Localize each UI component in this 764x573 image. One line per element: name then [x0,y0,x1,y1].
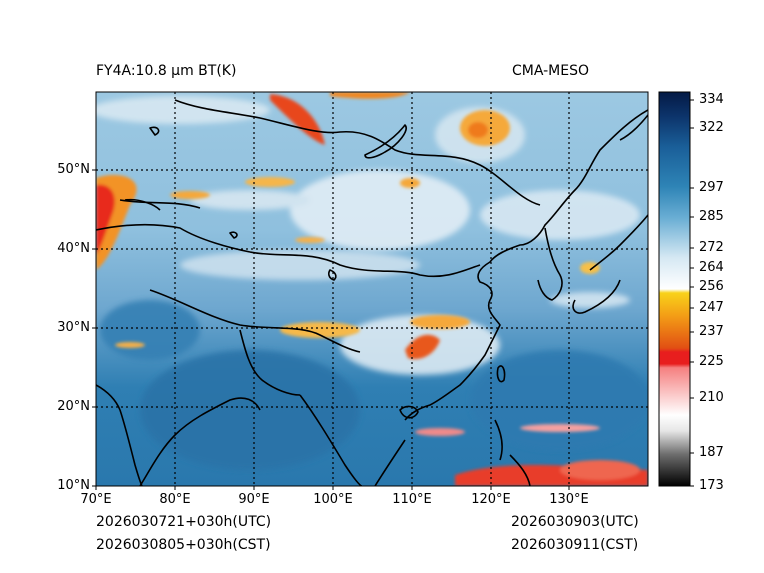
coastline-japan [572,214,648,314]
graticule [96,92,648,486]
cold-cloud-top [520,424,600,432]
coastline-indochina [299,394,406,486]
cold-cloud-top [280,322,360,338]
cloud-band [190,190,310,210]
cloud-band [180,250,420,280]
cold-cloud-top [295,237,325,243]
colorbar-label-237: 237 [699,324,724,339]
colorbar-label-285: 285 [699,209,724,224]
coastline-philippines [494,419,531,486]
lon-label-130: 130°E [549,492,589,507]
colorbar-label-247: 247 [699,300,724,315]
init-time-utc: 2026030721+030h(UTC) [96,514,272,530]
cold-cloud-top [415,428,465,436]
valid-time-utc: 2026030903(UTC) [511,514,639,530]
cold-cloud-top [560,460,640,480]
colorbar-label-334: 334 [699,92,724,107]
colorbar-label-272: 272 [699,240,724,255]
warm-region [100,300,200,360]
cold-cloud-top [580,262,600,274]
border-line [174,99,541,206]
warm-region [140,350,360,470]
lon-label-90: 90°E [238,492,270,507]
coastline-sakhalin [619,114,648,141]
lon-label-120: 120°E [471,492,511,507]
coastline-south-asia [96,384,261,486]
coastline-taiwan [496,365,506,383]
cold-cloud-top [170,191,210,199]
cloud-band [550,292,630,308]
lon-label-70: 70°E [80,492,112,507]
colorbar-label-210: 210 [699,390,724,405]
cold-cloud-top [405,334,440,360]
colorbar-label-225: 225 [699,354,724,369]
border-line [249,251,481,278]
colorbar-label-256: 256 [699,279,724,294]
lon-label-110: 110°E [392,492,432,507]
init-time-cst: 2026030805+030h(CST) [96,537,271,553]
colorbar-label-173: 173 [699,478,724,493]
warm-region [470,350,648,450]
cold-cloud-top [400,178,420,188]
border-line [328,269,337,281]
cold-cloud-top [330,92,410,99]
cold-cloud-top [96,184,115,255]
lon-label-100: 100°E [313,492,353,507]
lon-label-80: 80°E [159,492,191,507]
colorbar-label-264: 264 [699,260,724,275]
border-line [124,126,238,239]
border-line [96,199,251,253]
cloud-band [480,190,640,240]
cold-cloud-top [270,94,325,145]
axis-ticks [92,169,570,490]
coastline-hainan [399,405,419,419]
model-name: CMA-MESO [512,63,590,79]
cold-cloud-top [410,315,470,329]
coastline-korea [537,227,563,301]
coastline-lake-baikal [364,124,407,159]
colorbar-label-322: 322 [699,120,724,135]
lat-label-50: 50°N [57,162,90,177]
lat-label-40: 40°N [57,241,90,256]
colorbar-gradient [659,92,690,486]
coastlines [96,99,648,486]
coastline-east-asia [404,109,648,421]
cloud-band [290,170,470,250]
valid-time-cst: 2026030911(CST) [511,537,639,553]
cold-cloud-top [245,177,295,187]
colorbar-label-187: 187 [699,445,724,460]
colorbar-label-297: 297 [699,180,724,195]
colorbar-frame [658,91,691,487]
colorbar-ticks [690,99,694,487]
border-line [239,329,301,396]
lat-label-20: 20°N [57,399,90,414]
cold-cloud-top [115,342,145,348]
map-frame [95,91,649,487]
lat-label-30: 30°N [57,320,90,335]
map-title: FY4A:10.8 µm BT(K) [96,63,237,79]
lat-label-10: 10°N [57,478,90,493]
cold-cloud-top [468,122,488,138]
border-line [149,289,361,353]
cloud-band [96,96,270,124]
cloud-field [96,92,648,486]
